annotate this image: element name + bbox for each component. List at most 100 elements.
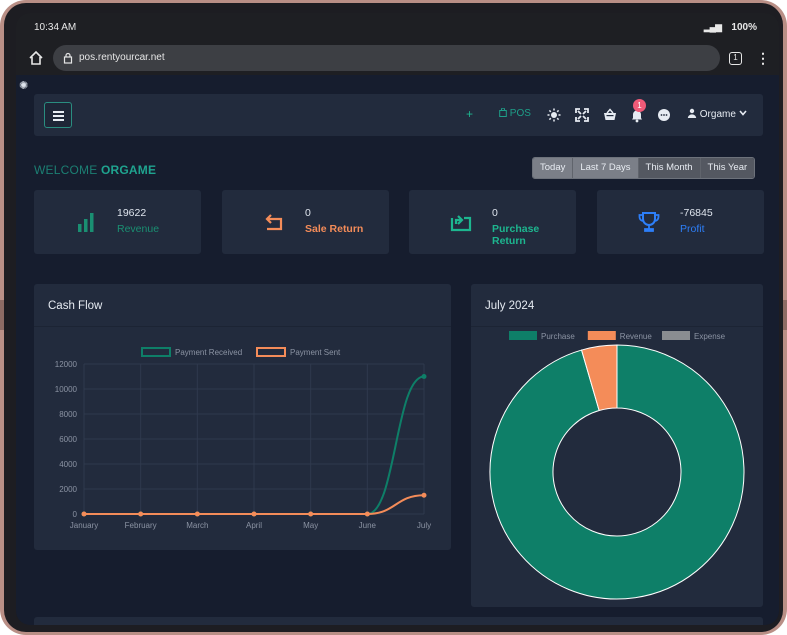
y-tick-label: 6000 [59,435,77,444]
pos-label: POS [509,108,531,119]
donut-slice [580,344,618,412]
user-name: Orgame [699,109,736,120]
basket-icon[interactable] [602,107,618,123]
status-bar: 10:34 AM ▂▄▆ 100% [16,13,779,41]
status-time: 10:34 AM [34,22,77,33]
revenue-label: Revenue [117,223,160,235]
date-range-selector: Today Last 7 Days This Month This Year [532,157,756,179]
hinge-left [0,300,6,330]
add-icon[interactable]: + [466,107,474,121]
purchase-return-card: 0 Purchase Return [409,190,576,254]
hinge-right [781,300,787,330]
chat-icon[interactable] [656,107,672,123]
legend-swatch [662,331,690,340]
data-point [421,492,427,498]
legend-label: Payment Sent [290,348,341,357]
data-point [81,511,87,517]
y-tick-label: 8000 [59,410,77,419]
legend-label: Purchase [541,332,575,341]
monthly-breakdown-card: July 2024 Purchase Revenue Expense [471,284,763,607]
data-point [138,511,144,517]
legend-label: Payment Received [175,348,242,357]
range-this-month-button[interactable]: This Month [638,158,701,178]
card-divider [34,326,451,327]
notification-badge: 1 [633,99,646,112]
card-divider [471,326,763,327]
sale-return-card: 0 Sale Return [222,190,389,254]
y-tick-label: 10000 [55,385,78,394]
top-navbar: + POS [34,94,763,136]
x-tick-label: June [359,521,377,530]
data-point [308,511,314,517]
signal-icon: ▂▄▆ [703,22,722,32]
device-bezel: 10:34 AM ▂▄▆ 100% pos.rentyourcar.net 1 … [4,3,783,632]
chevron-down-icon [739,110,747,116]
donut-title: July 2024 [485,300,535,312]
purchase-return-label: Purchase Return [492,223,540,247]
legend-swatch [256,347,286,357]
x-tick-label: March [186,521,208,530]
monthly-donut-chart: Purchase Revenue Expense [489,331,745,600]
battery-level: 100% [731,22,757,33]
range-today-button[interactable]: Today [533,158,574,178]
revenue-card: 19622 Revenue [34,190,201,254]
data-point [421,374,427,379]
notification-bell-icon[interactable] [629,107,645,123]
profit-card: -76845 Profit [597,190,764,254]
revenue-value: 19622 [117,207,147,219]
welcome-heading: WELCOME ORGAME [34,163,156,177]
legend-swatch [587,331,616,340]
welcome-user: ORGAME [100,163,157,177]
pos-link[interactable]: POS [499,107,531,119]
shopping-bag-icon [499,107,507,117]
settings-spark-icon: ✺ [19,80,29,92]
address-bar[interactable]: pos.rentyourcar.net [53,45,720,71]
profit-label: Profit [680,223,705,235]
x-tick-label: May [303,521,318,530]
purchase-return-icon [450,215,472,232]
donut-slice [489,344,745,600]
cash-flow-title: Cash Flow [48,300,103,312]
browser-toolbar: pos.rentyourcar.net 1 ⋮ [16,41,779,75]
legend-swatch [509,331,537,340]
x-tick-label: April [246,521,262,530]
bar-chart-icon [78,213,94,232]
lock-icon [63,52,73,64]
home-icon[interactable] [28,50,44,66]
user-icon [687,108,697,118]
legend-label: Expense [694,332,726,341]
cash-flow-card: Cash Flow 0 2000 4000 6000 8000 10000 12000 Jan… [34,284,451,550]
sale-return-value: 0 [305,207,311,219]
browser-menu-icon[interactable]: ⋮ [756,50,770,66]
legend-label: Revenue [620,332,653,341]
data-point [364,511,370,517]
sun-icon[interactable] [546,107,562,123]
purchase-return-value: 0 [492,207,498,219]
data-point [251,511,257,517]
user-menu[interactable]: Orgame [687,108,747,120]
y-tick-label: 12000 [55,360,78,369]
x-tick-label: February [125,521,157,530]
dashboard-page: ✺ + POS [16,75,779,625]
y-tick-label: 4000 [59,460,77,469]
legend-swatch [141,347,171,357]
data-point [194,511,200,517]
range-last-7-days-button[interactable]: Last 7 Days [573,158,639,178]
bottom-card [34,617,763,625]
range-this-year-button[interactable]: This Year [700,158,755,178]
x-tick-label: January [70,521,98,530]
welcome-prefix: WELCOME [34,163,98,177]
return-arrow-icon [265,214,283,231]
y-tick-label: 2000 [59,485,77,494]
sidebar-toggle-button[interactable] [44,102,72,128]
tab-switcher-button[interactable]: 1 [729,52,742,65]
profit-value: -76845 [680,207,713,219]
url-text: pos.rentyourcar.net [79,52,165,63]
trophy-icon [638,212,660,232]
y-tick-label: 0 [73,510,78,519]
fullscreen-icon[interactable] [574,107,590,123]
screen: 10:34 AM ▂▄▆ 100% pos.rentyourcar.net 1 … [16,13,779,625]
x-tick-label: July [417,521,431,530]
sale-return-label: Sale Return [305,223,364,235]
